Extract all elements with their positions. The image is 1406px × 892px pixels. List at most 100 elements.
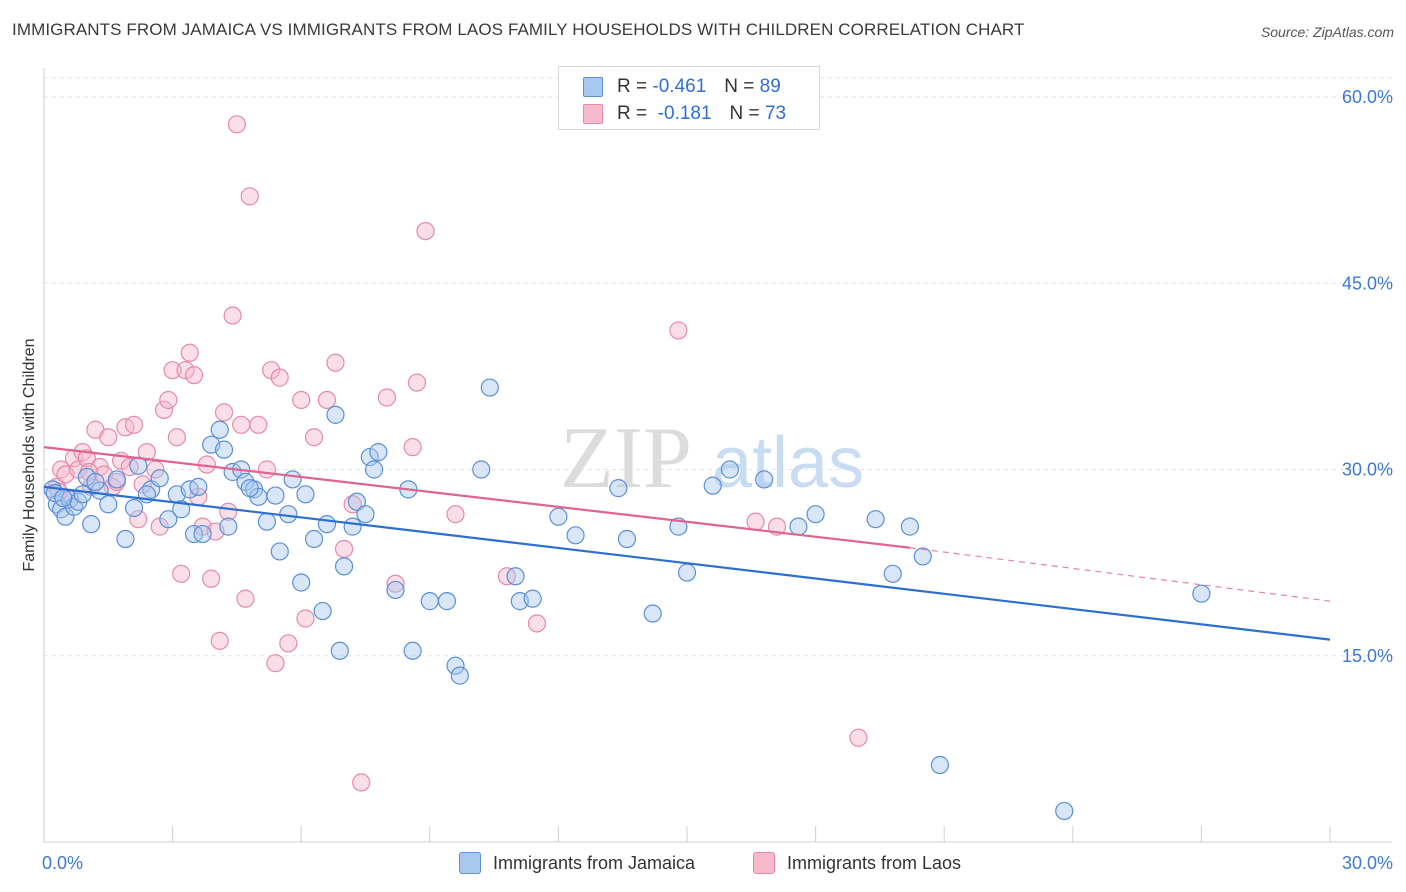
series-label-laos: Immigrants from Laos <box>787 852 962 873</box>
trend-line-jamaica <box>43 485 1331 641</box>
jamaica-point <box>720 460 739 479</box>
laos-point <box>257 460 277 479</box>
legend-r-label: R = <box>617 103 648 124</box>
jamaica-point <box>806 505 825 524</box>
jamaica-point <box>472 460 491 479</box>
series-label-jamaica: Immigrants from Jamaica <box>493 852 696 873</box>
jamaica-point <box>116 529 135 549</box>
jamaica-point <box>523 589 542 608</box>
jamaica-point <box>189 477 208 496</box>
jamaica-point <box>107 470 126 489</box>
series-laos-points <box>47 115 868 792</box>
laos-point <box>326 353 345 372</box>
jamaica-point <box>296 485 315 504</box>
y-tick-label: 60.0% <box>1342 87 1393 107</box>
legend-n-label: N = <box>724 76 755 97</box>
legend-row-jamaica: R = -0.461 N = 89 <box>583 75 781 99</box>
jamaica-point <box>73 485 92 504</box>
laos-point <box>180 343 199 362</box>
jamaica-point <box>270 542 289 561</box>
jamaica-point <box>210 420 229 439</box>
jamaica-point <box>883 564 902 583</box>
series-swatch-jamaica <box>459 852 481 874</box>
jamaica-point <box>266 486 285 505</box>
jamaica-point <box>506 567 525 586</box>
laos-point <box>249 415 268 434</box>
gridlines <box>44 77 1392 657</box>
legend-n-value-jamaica: 89 <box>759 76 781 97</box>
laos-point <box>133 475 152 494</box>
x-tick-label: 0.0% <box>42 853 83 873</box>
series-legend: Immigrants from Jamaica Immigrants from … <box>0 852 1406 878</box>
jamaica-point <box>124 498 144 518</box>
jamaica-point <box>609 479 628 498</box>
jamaica-point <box>677 563 697 582</box>
jamaica-point <box>755 470 774 489</box>
series-legend-laos[interactable]: Immigrants from Laos <box>753 852 961 874</box>
x-tick-label: 30.0% <box>1342 853 1393 873</box>
jamaica-point <box>317 515 337 534</box>
jamaica-point <box>703 476 722 495</box>
laos-point <box>124 415 144 434</box>
jamaica-point <box>283 470 302 489</box>
jamaica-point <box>866 510 885 529</box>
laos-point <box>377 388 397 407</box>
jamaica-point <box>549 507 568 526</box>
jamaica-point <box>356 505 375 524</box>
jamaica-point <box>150 469 169 488</box>
laos-point <box>210 631 229 650</box>
chart-title: IMMIGRANTS FROM JAMAICA VS IMMIGRANTS FR… <box>12 20 1025 39</box>
laos-point <box>154 400 174 419</box>
jamaica-point <box>930 755 950 775</box>
jamaica-point <box>1055 801 1074 821</box>
jamaica-point <box>343 517 362 536</box>
jamaica-point <box>403 641 422 660</box>
series-legend-jamaica[interactable]: Immigrants from Jamaica <box>459 852 695 874</box>
laos-point <box>202 569 221 588</box>
legend-r-value-jamaica: -0.461 <box>652 76 707 97</box>
jamaica-point <box>446 656 465 675</box>
trend-line-laos <box>43 446 911 549</box>
jamaica-point <box>257 512 277 531</box>
y-tick-label: 15.0% <box>1342 646 1393 666</box>
jamaica-point <box>566 526 585 545</box>
jamaica-point <box>450 666 469 685</box>
trend-line-laos-extension <box>909 547 1331 602</box>
tick-labels: 15.0% 30.0% 45.0% 60.0% 0.0% 30.0% <box>42 87 1393 873</box>
jamaica-point <box>643 604 662 623</box>
legend-row-laos: R = -0.181 N = 73 <box>583 102 786 126</box>
laos-point <box>446 505 465 524</box>
laos-point <box>352 773 371 792</box>
legend-n-value-laos: 73 <box>764 103 787 124</box>
laos-point <box>403 438 422 457</box>
laos-point <box>176 361 195 380</box>
laos-point <box>669 321 688 340</box>
laos-point <box>129 510 148 529</box>
jamaica-point <box>82 515 101 534</box>
y-tick-label: 30.0% <box>1342 460 1393 480</box>
laos-point <box>172 564 191 583</box>
jamaica-point <box>420 592 439 611</box>
jamaica-point <box>364 460 384 479</box>
series-swatch-laos <box>753 852 775 874</box>
laos-point <box>77 449 96 468</box>
legend-r-value-laos: -0.181 <box>657 103 712 124</box>
laos-point <box>167 428 186 447</box>
laos-point <box>407 373 427 392</box>
laos-point <box>240 187 259 206</box>
jamaica-point <box>292 573 311 592</box>
laos-point <box>317 390 337 410</box>
jamaica-point <box>313 601 332 621</box>
jamaica-point <box>789 517 808 536</box>
source-credit: Source: ZipAtlas.com <box>1260 24 1394 40</box>
laos-point <box>214 403 234 422</box>
laos-point <box>266 654 285 673</box>
jamaica-point <box>304 529 324 549</box>
jamaica-point <box>77 467 96 487</box>
laos-point <box>416 222 435 241</box>
jamaica-point <box>330 641 349 660</box>
legend-swatch-jamaica <box>583 77 603 97</box>
jamaica-point <box>219 517 238 536</box>
laos-point <box>99 428 118 447</box>
